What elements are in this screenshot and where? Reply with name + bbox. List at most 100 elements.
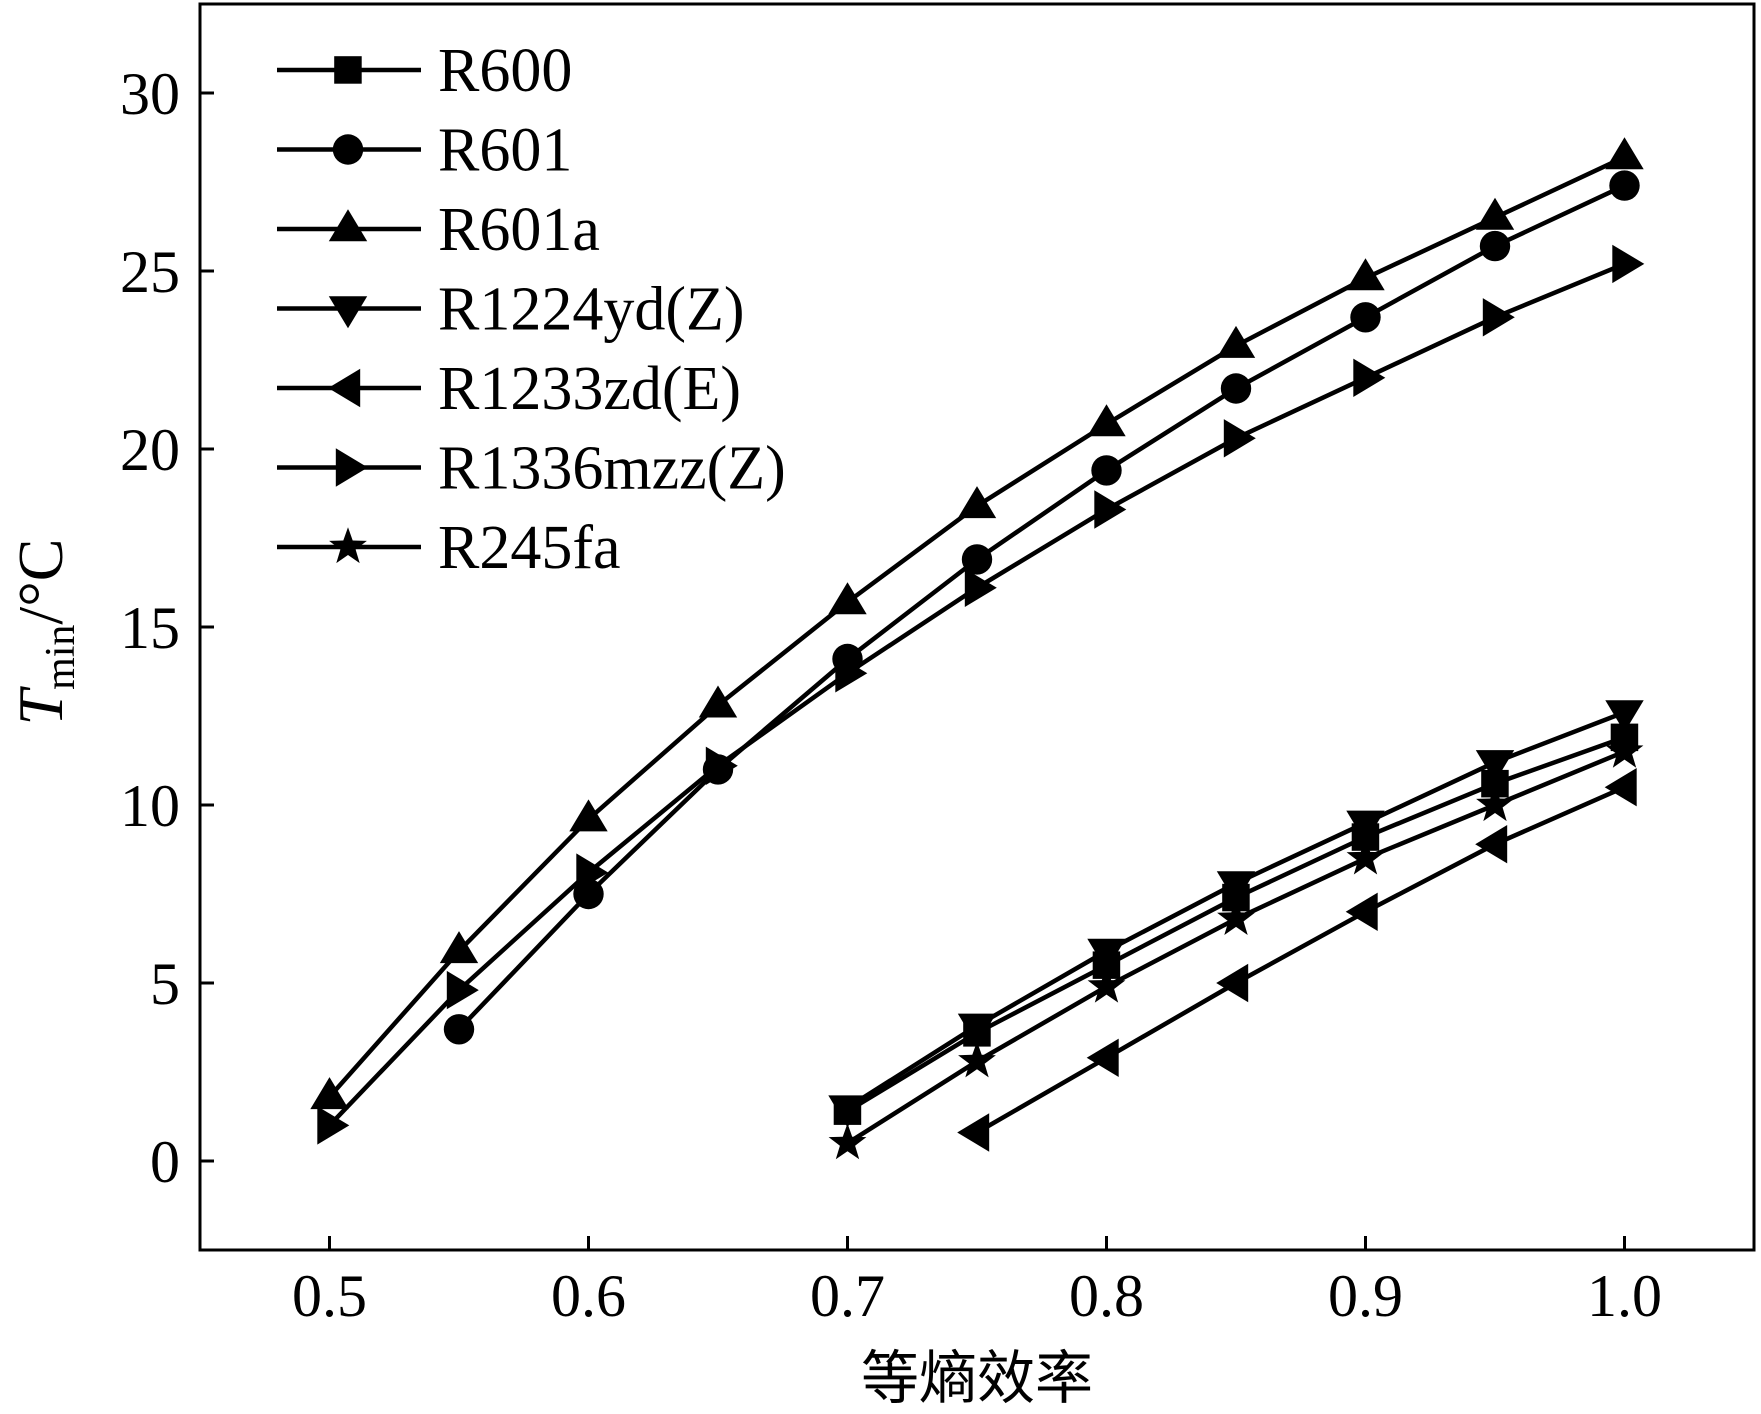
data-point-r601a-3: [698, 685, 738, 718]
legend-item-r245fa: R245fa: [277, 514, 621, 582]
data-point-r245fa-5: [1476, 785, 1514, 822]
data-point-r1233zd-e-2: [1216, 963, 1249, 1003]
x-tick-label: 0.7: [810, 1263, 885, 1329]
x-axis-label: 等熵效率: [861, 1344, 1093, 1412]
data-point-r1233zd-e-4: [1475, 825, 1508, 864]
data-point-r601a-10: [1605, 137, 1644, 170]
legend-item-r1336mzz-z: R1336mzz(Z): [277, 435, 786, 503]
x-tick-label: 0.5: [292, 1263, 367, 1329]
series-r1233zd-e: [957, 768, 1637, 1152]
data-point-r1336mzz-z-9: [1482, 298, 1515, 337]
data-point-r601a-7: [1216, 325, 1256, 358]
data-point-r1336mzz-z-4: [835, 654, 868, 693]
series-layer: [310, 137, 1645, 1160]
data-point-r1336mzz-z-7: [1223, 419, 1256, 458]
y-axis-label: Tmin/°C: [5, 539, 84, 726]
legend-marker-r1233zd-e: [328, 368, 361, 408]
data-point-r1233zd-e-3: [1345, 892, 1378, 931]
data-point-r1233zd-e-1: [1086, 1038, 1119, 1077]
series-r601a: [310, 137, 1644, 1110]
x-tick-label: 1.0: [1587, 1263, 1662, 1329]
legend-item-r1224yd-z: R1224yd(Z): [277, 276, 745, 344]
x-tick-label: 0.8: [1069, 1263, 1144, 1329]
data-point-r1224yd-z-5: [1475, 750, 1515, 783]
data-point-r601a-2: [569, 799, 608, 832]
x-tick-label: 0.9: [1328, 1263, 1403, 1329]
data-point-r601a-6: [1087, 404, 1126, 437]
legend-marker-r1336mzz-z: [335, 448, 368, 487]
data-point-r245fa-0: [828, 1123, 867, 1160]
legend-marker-r601a: [328, 209, 368, 242]
data-point-r601a-0: [310, 1077, 349, 1110]
data-point-r1336mzz-z-6: [1094, 490, 1127, 529]
legend-label-r1233zd-e: R1233zd(E): [438, 355, 741, 423]
data-point-r245fa-6: [1605, 731, 1644, 768]
data-point-r601-0: [443, 1014, 475, 1045]
data-point-r601a-4: [828, 582, 867, 615]
legend-item-r1233zd-e: R1233zd(E): [277, 355, 741, 423]
data-point-r1336mzz-z-8: [1353, 358, 1386, 397]
data-point-r1233zd-e-0: [957, 1113, 990, 1152]
data-point-r601a-5: [957, 486, 997, 519]
data-point-r1224yd-z-6: [1605, 700, 1644, 733]
data-point-r1224yd-z-1: [957, 1013, 997, 1046]
y-tick-label: 30: [120, 61, 180, 127]
data-point-r601a-9: [1475, 197, 1515, 230]
series-r1224yd-z: [828, 700, 1644, 1128]
legend-label-r1224yd-z: R1224yd(Z): [438, 276, 745, 344]
data-point-r601a-1: [439, 931, 479, 964]
x-tick-label: 0.6: [551, 1263, 626, 1329]
legend-label-r601: R601: [438, 117, 572, 185]
data-point-r245fa-2: [1087, 966, 1126, 1003]
y-axis-label-unit: /°C: [5, 539, 76, 625]
series-line-r601: [457, 183, 1626, 1031]
data-point-r1336mzz-z-1: [446, 970, 479, 1010]
data-point-r1224yd-z-2: [1087, 938, 1126, 971]
y-tick-label: 20: [120, 417, 180, 483]
y-tick-label: 10: [120, 773, 180, 839]
data-point-r1233zd-e-5: [1604, 768, 1637, 807]
legend-item-r600: R600: [277, 37, 572, 105]
legend-label-r600: R600: [438, 37, 572, 105]
data-point-r601-9: [1609, 170, 1640, 201]
plot-frame: [198, 2, 1756, 1252]
legend-marker-r1224yd-z: [328, 296, 368, 329]
data-point-r1336mzz-z-10: [1612, 244, 1645, 284]
data-point-r245fa-1: [958, 1041, 996, 1078]
data-point-r1224yd-z-3: [1216, 871, 1256, 904]
data-point-r601-8: [1479, 230, 1511, 262]
legend-label-r601a: R601a: [438, 196, 600, 264]
y-tick-label: 0: [150, 1129, 180, 1195]
y-axis-label-subscript: min: [38, 625, 84, 690]
series-r245fa: [828, 731, 1644, 1160]
legend-marker-r601: [332, 134, 364, 165]
data-point-r245fa-3: [1217, 899, 1255, 935]
series-r1336mzz-z: [317, 244, 1645, 1145]
data-point-r1336mzz-z-0: [317, 1106, 350, 1145]
legend-label-r1336mzz-z: R1336mzz(Z): [438, 435, 786, 503]
y-tick-label: 5: [150, 951, 180, 1017]
y-axis-label-symbol: T: [5, 686, 76, 726]
data-point-r601-7: [1350, 302, 1381, 333]
data-point-r1336mzz-z-3: [705, 746, 738, 785]
data-point-r1336mzz-z-2: [576, 853, 609, 892]
data-point-r601-5: [1091, 455, 1122, 486]
y-tick-label: 25: [120, 239, 180, 305]
legend-item-r601: R601: [277, 117, 572, 185]
data-point-r1336mzz-z-5: [964, 568, 997, 607]
legend: R600 R601 R601a R1224yd(Z) R1233zd(E) R1336mz…: [277, 37, 786, 582]
legend-label-r245fa: R245fa: [438, 514, 621, 582]
series-line-r1233zd-e: [975, 785, 1626, 1135]
data-point-r601-6: [1220, 373, 1252, 404]
data-point-r1224yd-z-0: [828, 1095, 867, 1128]
y-tick-label: 15: [120, 595, 180, 661]
data-point-r601-4: [961, 544, 993, 575]
legend-marker-r245fa: [329, 527, 367, 564]
legend-item-r601a: R601a: [277, 196, 600, 264]
data-point-r601a-8: [1346, 258, 1385, 291]
data-point-r1224yd-z-4: [1346, 810, 1385, 843]
legend-marker-r600: [334, 56, 362, 84]
